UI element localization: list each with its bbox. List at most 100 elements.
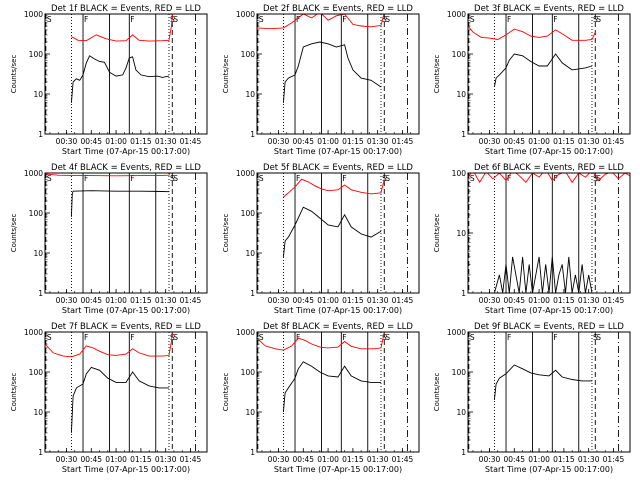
time-marker-label: S [47,15,52,24]
x-tick-label: 00:30 [479,296,501,305]
x-tick-label: 01:15 [130,137,152,146]
time-marker-label: S [170,333,175,342]
x-tick-label: 01:00 [528,296,550,305]
events-trace [70,190,170,217]
detector-panel: Det 8f BLACK = Events, RED = LLD Counts/s… [222,322,420,474]
time-marker-label: S [173,333,178,342]
x-tick-label: 00:45 [503,455,525,464]
x-axis-label: Start Time (07-Apr-15 00:17:00) [274,147,402,156]
y-tick-label: 1000 [236,169,255,178]
x-tick-label: 01:00 [105,296,127,305]
y-tick-label: 1000 [24,10,43,19]
x-tick-label: 01:45 [180,137,202,146]
time-marker-label: S [170,15,175,24]
lld-trace [283,178,385,198]
events-trace [282,361,381,413]
time-marker-label: F [507,15,511,24]
x-tick-label: 01:45 [392,296,414,305]
plot-frame [44,331,208,453]
time-marker-label: F [296,174,300,183]
time-marker-label: F [507,174,511,183]
y-tick-label: 1000 [236,328,255,337]
events-trace [493,364,592,401]
panel-title: Det 8f BLACK = Events, RED = LLD [263,322,413,332]
y-axis-label: Counts/sec [222,55,230,94]
y-tick-label: 10 [33,249,43,258]
panel-grid: Det 1f BLACK = Events, RED = LLD Counts/s… [10,4,631,474]
x-tick-label: 01:45 [603,296,625,305]
time-marker-label: F [130,333,134,342]
y-tick-label: 1000 [447,328,466,337]
x-tick-label: 01:15 [342,137,364,146]
time-marker-label: S [470,333,475,342]
time-marker-label: F [84,15,88,24]
plot-frame [44,13,208,135]
time-marker-label: F [553,15,557,24]
time-marker-label: F [130,174,134,183]
y-axis-label: Counts/sec [433,55,441,94]
x-tick-label: 01:15 [553,137,575,146]
panel-title: Det 2f BLACK = Events, RED = LLD [263,4,413,14]
x-tick-label: 01:45 [180,455,202,464]
x-tick-label: 00:30 [479,455,501,464]
time-marker-label: F [507,333,511,342]
time-marker-label: S [596,15,601,24]
detector-panel: Det 5f BLACK = Events, RED = LLD Counts/s… [222,163,420,315]
y-axis-label: Counts/sec [222,214,230,253]
x-axis-label: Start Time (07-Apr-15 00:17:00) [485,147,613,156]
y-tick-label: 100 [241,209,256,218]
panel-title: Det 6f BLACK = Events, RED = LLD [474,163,624,173]
time-marker-label: S [385,15,390,24]
time-marker-label: S [47,333,52,342]
detector-panel: Det 6f BLACK = Events, RED = LLD Counts/s… [433,163,631,315]
y-tick-label: 10 [456,229,466,238]
x-tick-label: 01:15 [553,296,575,305]
y-axis-label: Counts/sec [433,373,441,412]
events-trace [70,366,169,433]
detector-panel: Det 4f BLACK = Events, RED = LLD Counts/s… [10,163,208,315]
x-axis-label: Start Time (07-Apr-15 00:17:00) [62,147,190,156]
events-trace [493,53,593,88]
x-tick-label: 01:30 [367,455,389,464]
y-tick-label: 1 [38,130,43,139]
y-tick-label: 1 [250,130,255,139]
y-tick-label: 1000 [236,10,255,19]
time-marker-label: S [385,174,390,183]
y-tick-label: 1 [250,289,255,298]
panel-title: Det 7f BLACK = Events, RED = LLD [51,322,201,332]
time-marker-label: S [382,174,387,183]
detector-panel: Det 3f BLACK = Events, RED = LLD Counts/s… [433,4,631,156]
time-marker-label: F [84,174,88,183]
time-marker-label: S [47,174,52,183]
time-marker-label: S [382,15,387,24]
x-tick-label: 01:00 [528,137,550,146]
time-marker-label: S [593,174,598,183]
x-tick-label: 00:30 [56,455,78,464]
time-marker-label: F [84,333,88,342]
y-tick-label: 100 [452,368,467,377]
x-tick-label: 01:45 [392,455,414,464]
time-marker-label: S [259,174,264,183]
x-axis-label: Start Time (07-Apr-15 00:17:00) [274,465,402,474]
x-tick-label: 00:45 [503,296,525,305]
panel-title: Det 9f BLACK = Events, RED = LLD [474,322,624,332]
plot-frame [467,331,631,453]
y-tick-label: 1 [461,289,466,298]
x-tick-label: 01:00 [105,137,127,146]
events-trace [70,55,170,103]
y-tick-label: 100 [241,368,256,377]
x-tick-label: 00:45 [292,137,314,146]
x-axis-label: Start Time (07-Apr-15 00:17:00) [485,465,613,474]
time-marker-label: S [593,15,598,24]
lld-trace [468,25,596,41]
plot-frame [467,172,631,294]
time-marker-label: S [593,333,598,342]
detector-panel: Det 2f BLACK = Events, RED = LLD Counts/s… [222,4,420,156]
x-tick-label: 01:30 [155,296,177,305]
x-tick-label: 00:30 [56,137,78,146]
y-tick-label: 1 [38,448,43,457]
time-marker-label: F [296,15,300,24]
x-tick-label: 01:45 [603,137,625,146]
plot-frame [467,13,631,135]
